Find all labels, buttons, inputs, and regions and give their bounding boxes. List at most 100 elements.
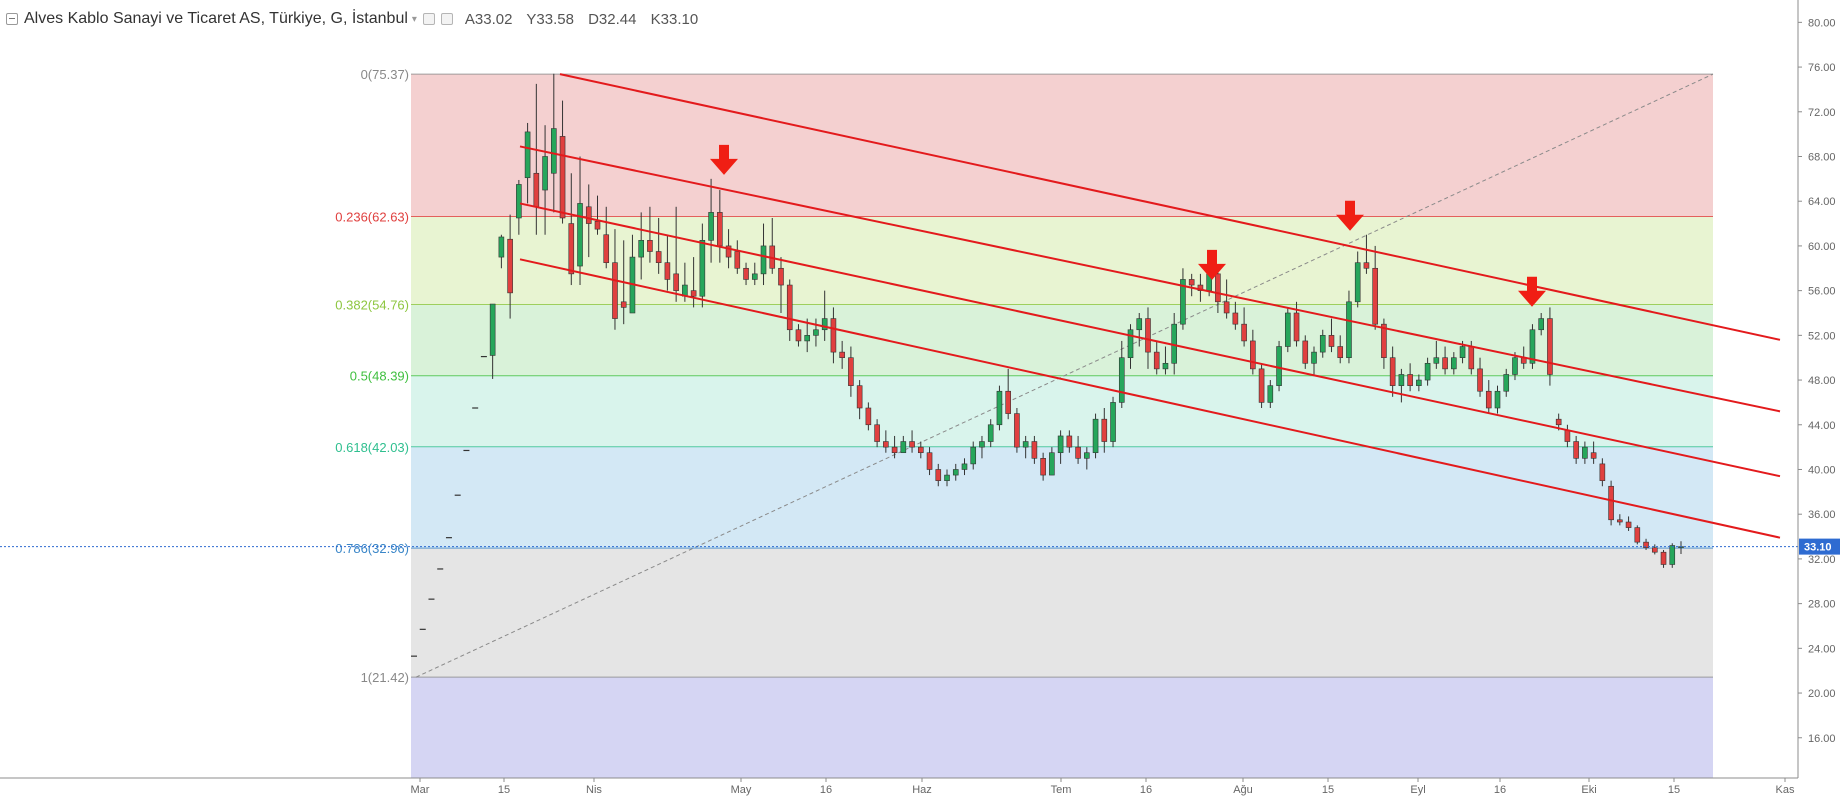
visibility-toggle-icon[interactable] xyxy=(422,13,435,25)
candle xyxy=(1416,379,1422,386)
candle xyxy=(725,245,732,258)
y-tick-label: 68.00 xyxy=(1808,151,1836,163)
candle xyxy=(1381,323,1387,359)
candle xyxy=(507,238,513,294)
down-arrow-icon[interactable] xyxy=(710,144,738,175)
candle xyxy=(1617,519,1623,523)
candle xyxy=(1468,346,1475,370)
y-tick-label: 60.00 xyxy=(1808,241,1836,253)
candle xyxy=(1555,418,1562,426)
y-tick-label: 80.00 xyxy=(1808,17,1836,29)
candle xyxy=(1153,351,1160,370)
candle xyxy=(1066,435,1073,448)
x-tick-label: 16 xyxy=(820,784,832,796)
candle xyxy=(1407,374,1413,386)
candle xyxy=(708,212,714,241)
candle xyxy=(1311,351,1317,364)
candle xyxy=(559,136,566,219)
y-tick-label: 52.00 xyxy=(1808,330,1836,342)
candle xyxy=(1669,545,1676,565)
candle xyxy=(1197,284,1204,291)
channel-line[interactable] xyxy=(519,258,1781,539)
candle xyxy=(1564,430,1571,442)
candle xyxy=(1337,346,1344,359)
fib-level-label: 0.786(32.96) xyxy=(335,541,409,556)
fib-level-label: 0.382(54.76) xyxy=(335,297,409,312)
candle xyxy=(1442,357,1448,370)
chevron-down-icon[interactable]: ▾ xyxy=(411,13,417,25)
fib-level-label: 0.236(62.63) xyxy=(335,210,409,225)
candle xyxy=(979,441,985,448)
channel-line[interactable] xyxy=(559,73,1781,341)
candle xyxy=(655,251,662,263)
x-tick-label: Haz xyxy=(912,784,932,796)
candle xyxy=(542,156,548,191)
candle xyxy=(926,452,933,470)
candle xyxy=(883,441,889,448)
x-tick-label: Nis xyxy=(586,784,602,796)
fib-level-label: 0(75.37) xyxy=(361,67,409,82)
candle xyxy=(498,236,505,258)
candle xyxy=(1582,446,1588,459)
candle xyxy=(1049,452,1055,476)
candle xyxy=(1424,362,1431,381)
y-tick-label: 36.00 xyxy=(1808,509,1836,521)
channel-line[interactable] xyxy=(519,202,1781,478)
y-tick-label: 76.00 xyxy=(1808,62,1836,74)
close-value: K33.10 xyxy=(650,10,699,28)
candle xyxy=(638,240,644,258)
down-arrow-icon[interactable] xyxy=(1518,276,1546,307)
down-arrow-icon[interactable] xyxy=(1198,249,1226,280)
x-tick-label: 16 xyxy=(1140,784,1152,796)
candle xyxy=(1634,527,1641,543)
candle xyxy=(1459,346,1466,359)
candle xyxy=(1643,541,1649,549)
x-tick-label: 15 xyxy=(498,784,510,796)
candle xyxy=(996,390,1003,426)
y-tick-label: 20.00 xyxy=(1808,688,1836,700)
candle xyxy=(1354,262,1361,303)
candle xyxy=(1031,441,1038,459)
channel-line[interactable] xyxy=(519,145,1781,413)
candle xyxy=(585,206,592,224)
candle xyxy=(673,273,679,291)
candle xyxy=(1180,279,1186,325)
collapse-icon[interactable] xyxy=(6,13,18,25)
candle xyxy=(1538,318,1544,331)
candle xyxy=(1389,357,1396,386)
chart-header: Alves Kablo Sanayi ve Ticaret AS, Türkiy… xyxy=(6,8,708,30)
candle xyxy=(865,407,872,426)
candle xyxy=(1608,485,1614,521)
candle xyxy=(1258,368,1265,403)
last-price-badge xyxy=(1799,538,1840,555)
fib-zone xyxy=(411,548,1713,678)
down-arrow-icon[interactable] xyxy=(1336,200,1364,231)
candle xyxy=(568,223,575,275)
candle xyxy=(1092,418,1099,454)
candle xyxy=(1346,301,1352,359)
x-tick-label: 16 xyxy=(1494,784,1506,796)
x-tick-label: Mar xyxy=(411,784,430,796)
candle xyxy=(1145,318,1151,353)
x-tick-label: Eyl xyxy=(1410,784,1425,796)
candle xyxy=(717,212,723,247)
candle xyxy=(551,128,557,174)
candle xyxy=(1276,346,1282,386)
candle xyxy=(1040,458,1046,476)
y-tick-label: 72.00 xyxy=(1808,107,1836,119)
candle xyxy=(524,131,531,179)
settings-icon[interactable] xyxy=(440,13,453,25)
candle xyxy=(961,463,968,470)
candle xyxy=(1057,435,1064,454)
fib-trendline[interactable] xyxy=(415,73,1714,678)
candle xyxy=(1503,374,1510,392)
candle xyxy=(1529,329,1536,364)
candle xyxy=(987,424,994,442)
candle xyxy=(1014,413,1020,448)
candle xyxy=(699,240,706,297)
y-tick-label: 64.00 xyxy=(1808,196,1836,208)
candle xyxy=(1651,547,1658,553)
y-tick-label: 28.00 xyxy=(1808,599,1836,611)
fib-zone xyxy=(411,375,1713,447)
